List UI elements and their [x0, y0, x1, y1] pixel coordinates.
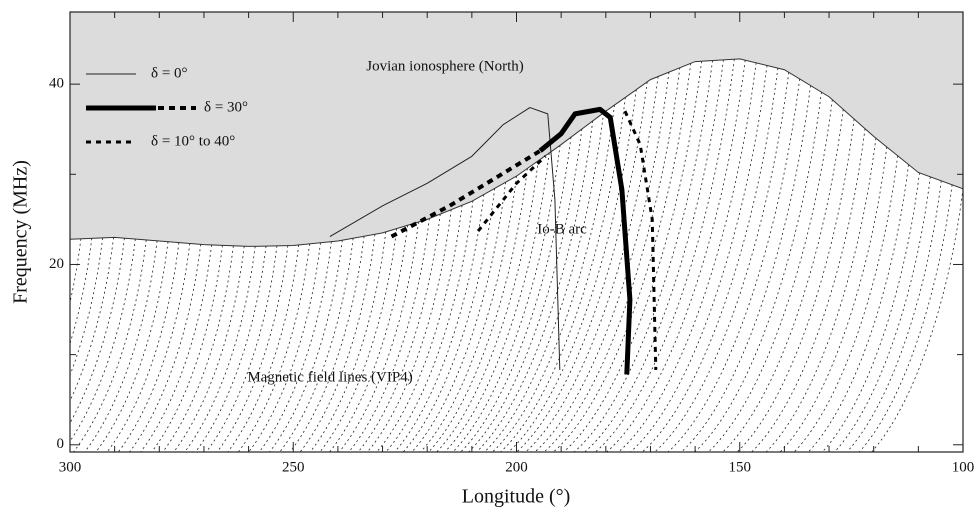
field-line — [216, 245, 289, 452]
field-line — [279, 238, 354, 452]
legend-item: δ = 10° to 40° — [86, 133, 235, 149]
field-line — [248, 242, 321, 452]
x-tick-label: 250 — [282, 459, 305, 475]
field-line — [128, 244, 202, 452]
field-line — [338, 221, 419, 452]
ionosphere-region — [70, 12, 963, 247]
y-tick-label: 20 — [49, 256, 64, 272]
field-line — [515, 81, 648, 452]
field-line — [70, 239, 136, 442]
y-tick-label: 0 — [57, 436, 65, 452]
field-line — [162, 245, 234, 452]
annotation: Magnetic field lines (VIP4) — [247, 369, 412, 385]
field-line — [357, 214, 441, 452]
legend-label: δ = 30° — [204, 99, 248, 115]
field-line — [393, 194, 485, 452]
field-line — [299, 234, 376, 452]
field-line — [348, 218, 430, 452]
field-line — [507, 89, 637, 452]
field-line — [667, 78, 801, 452]
field-line — [793, 155, 899, 452]
legend-label: δ = 0° — [151, 65, 188, 81]
series-line — [476, 110, 658, 370]
field-line — [427, 168, 528, 452]
field-line — [533, 72, 670, 452]
legend-label: δ = 10° to 40° — [151, 133, 235, 149]
field-line — [70, 237, 114, 402]
field-line — [173, 246, 245, 452]
field-line — [736, 118, 855, 452]
field-line — [227, 244, 300, 452]
field-line — [269, 240, 343, 452]
field-line — [328, 225, 408, 452]
field-line — [140, 244, 212, 452]
ionosphere-boundary — [70, 58, 963, 247]
legend-item: δ = 0° — [86, 65, 188, 81]
field-line — [779, 146, 888, 452]
field-line — [411, 182, 507, 452]
field-line — [707, 99, 833, 452]
legend-item: δ = 30° — [86, 99, 248, 115]
field-line — [750, 128, 866, 452]
field-line — [846, 180, 942, 452]
field-line — [435, 160, 539, 452]
field-line — [641, 68, 779, 452]
field-line — [309, 231, 387, 452]
field-line — [194, 246, 267, 452]
field-line — [475, 120, 594, 452]
x-tick-label: 200 — [505, 459, 528, 475]
field-line — [258, 241, 332, 452]
field-line — [491, 104, 615, 452]
field-line — [605, 60, 746, 452]
field-line — [237, 243, 310, 452]
field-line — [807, 164, 909, 452]
field-line — [95, 241, 169, 452]
field-line — [205, 245, 278, 452]
field-line — [289, 236, 365, 452]
field-line — [184, 246, 256, 452]
field-line — [821, 172, 920, 452]
field-line — [693, 92, 822, 452]
series-line — [538, 106, 633, 375]
annotation: Io-B arc — [537, 221, 587, 237]
field-line — [117, 243, 191, 452]
field-line — [833, 176, 931, 452]
field-line — [443, 152, 550, 452]
field-line — [452, 145, 561, 452]
field-line — [543, 67, 681, 452]
field-line — [84, 240, 158, 452]
field-line — [319, 228, 398, 452]
field-line — [151, 245, 223, 452]
field-line — [573, 60, 713, 452]
field-line — [419, 176, 517, 452]
field-line — [72, 239, 147, 452]
field-line — [524, 76, 659, 452]
y-tick-label: 40 — [49, 76, 64, 92]
annotation: Jovian ionosphere (North) — [366, 58, 523, 74]
field-line — [106, 242, 180, 452]
y-axis-label: Frequency (MHz) — [10, 160, 32, 304]
field-line — [858, 184, 953, 452]
field-line — [402, 188, 496, 452]
series-line — [329, 107, 561, 370]
field-line — [467, 129, 583, 452]
x-tick-label: 300 — [59, 459, 82, 475]
field-line — [680, 85, 811, 452]
x-tick-label: 150 — [729, 459, 752, 475]
field-line — [562, 61, 703, 452]
plot-area — [70, 12, 963, 452]
x-axis-label: Longitude (°) — [462, 486, 571, 508]
field-line — [721, 109, 844, 452]
series-line — [390, 149, 542, 239]
field-line — [376, 205, 463, 452]
field-line — [653, 72, 790, 452]
field-line — [629, 65, 768, 452]
field-line — [594, 59, 735, 452]
field-line — [870, 188, 963, 452]
field-line — [583, 59, 724, 452]
x-tick-label: 100 — [952, 459, 975, 475]
